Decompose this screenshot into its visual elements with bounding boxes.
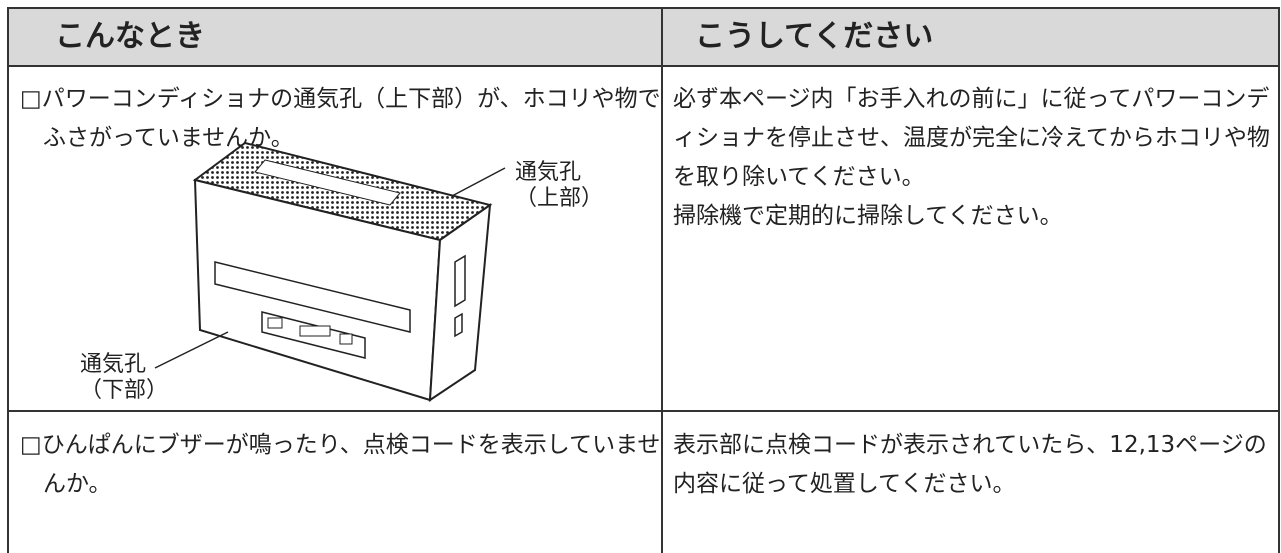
label-line: 通気孔 bbox=[515, 160, 582, 185]
header-cell: こうしてください bbox=[695, 19, 934, 54]
label: 通気孔 （上部） bbox=[515, 160, 603, 212]
label: 通気孔 （下部） bbox=[80, 352, 168, 404]
border bbox=[7, 7, 9, 553]
border bbox=[1278, 7, 1280, 553]
label-line: 通気孔 bbox=[80, 352, 147, 377]
header-row bbox=[8, 8, 1279, 66]
border bbox=[661, 7, 663, 553]
remedy-paragraph: 必ず本ページ内「お手入れの前に」に従ってパワーコンディショナを停止させ、温度が完… bbox=[673, 86, 1270, 190]
remedy-paragraph: 表示部に点検コードが表示されていたら、12,13ページの内容に従って処置してくだ… bbox=[673, 432, 1267, 497]
border bbox=[8, 410, 1280, 412]
label-line: （上部） bbox=[515, 186, 604, 211]
border bbox=[8, 7, 1280, 9]
problem: □ひんぱんにブザーが鳴ったり、点検コードを表示していませんか。 bbox=[20, 432, 661, 497]
illustration bbox=[154, 141, 506, 402]
remedy: 必ず本ページ内「お手入れの前に」に従ってパワーコンディショナを停止させ、温度が完… bbox=[673, 80, 1273, 236]
label-line: （下部） bbox=[80, 378, 169, 403]
header-cell: こんなとき bbox=[55, 19, 205, 54]
remedy-paragraph: 掃除機で定期的に掃除してください。 bbox=[673, 203, 1063, 229]
remedy: 表示部に点検コードが表示されていたら、12,13ページの内容に従って処置してくだ… bbox=[673, 426, 1273, 504]
border bbox=[8, 65, 1280, 67]
